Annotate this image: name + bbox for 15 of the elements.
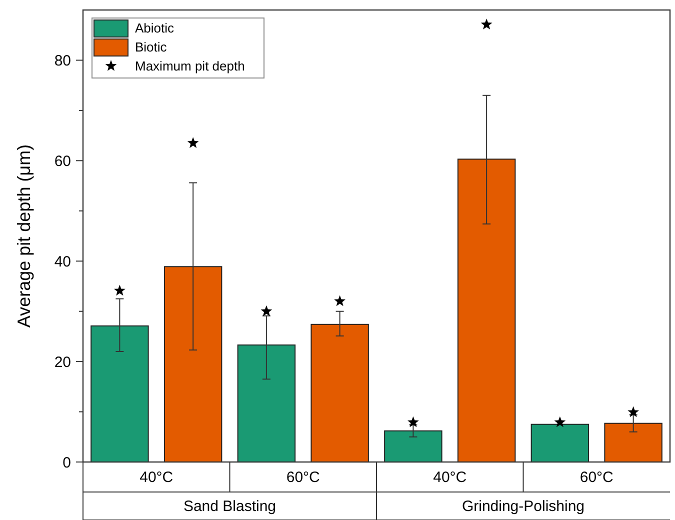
x-tick-label: 40°C xyxy=(433,469,467,486)
y-tick-label: 40 xyxy=(54,253,71,270)
legend-label: Abiotic xyxy=(135,20,175,36)
x-tick-label: 40°C xyxy=(140,469,174,486)
text: Grinding-Polishing xyxy=(462,498,585,515)
legend-label: Maximum pit depth xyxy=(135,58,245,74)
x-tick-label: 60°C xyxy=(580,469,614,486)
text: Sand Blasting xyxy=(183,498,276,515)
y-axis-title: Average pit depth (μm) xyxy=(14,144,34,328)
legend-label: Biotic xyxy=(135,40,168,55)
y-tick-label: 20 xyxy=(54,354,71,371)
y-tick-label: 60 xyxy=(54,152,71,170)
x-tick-label: 60°C xyxy=(286,469,320,486)
y-tick-label: 0 xyxy=(62,454,71,472)
y-tick-label: 80 xyxy=(54,52,71,70)
